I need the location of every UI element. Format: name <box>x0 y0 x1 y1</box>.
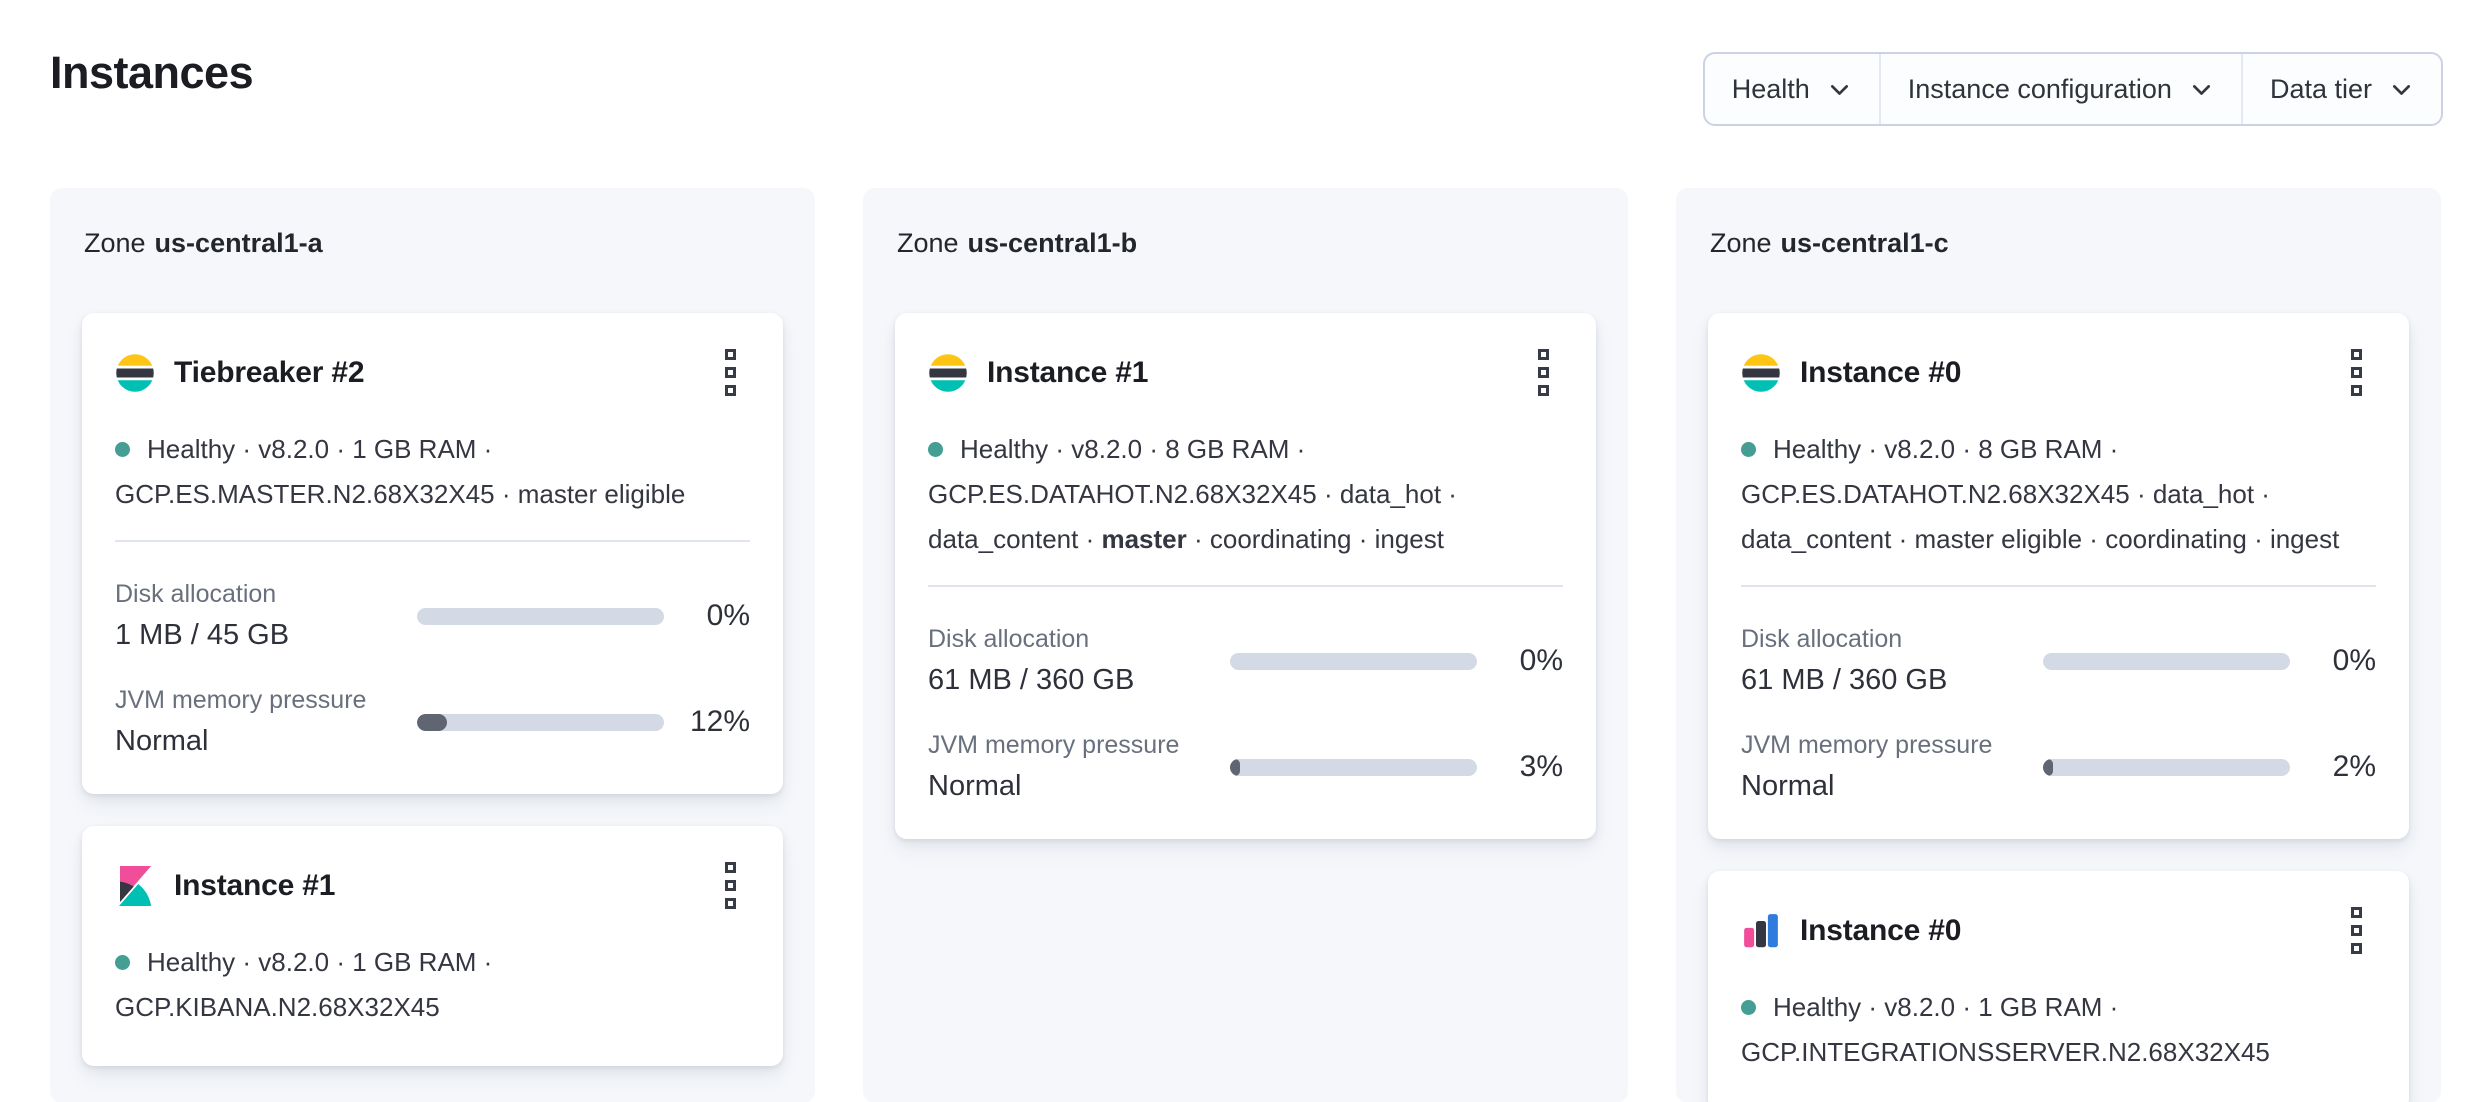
elasticsearch-logo-icon <box>928 353 968 393</box>
filter-health-button[interactable]: Health <box>1705 54 1879 124</box>
instance-actions-button[interactable] <box>2347 345 2366 400</box>
jvm-memory-pressure-bar <box>417 713 664 731</box>
chevron-down-icon <box>2392 84 2411 95</box>
zone-title: Zone us-central1-b <box>897 228 1596 259</box>
jvm-memory-pressure-bar <box>2043 758 2290 776</box>
metric-value: 61 MB / 360 GB <box>1741 664 1948 696</box>
page-title: Instances <box>50 47 254 98</box>
zone-name: us-central1-a <box>154 228 323 258</box>
divider <box>1741 585 2376 587</box>
disk-allocation-metric: Disk allocation 61 MB / 360 GB 0% <box>928 625 1563 697</box>
status-line: Healthy · v8.2.0 · 1 GB RAM · <box>147 434 493 464</box>
instance-actions-button[interactable] <box>721 858 740 913</box>
metric-label: Disk allocation <box>928 625 1090 653</box>
healthy-status-icon <box>1741 1000 1756 1015</box>
config-line: GCP.KIBANA.N2.68X32X45 <box>115 992 440 1022</box>
disk-allocation-metric: Disk allocation 61 MB / 360 GB 0% <box>1741 625 2376 697</box>
metric-value: Normal <box>928 770 1022 802</box>
status-line: Healthy · v8.2.0 · 1 GB RAM · <box>147 947 493 977</box>
zone-title: Zone us-central1-c <box>1710 228 2409 259</box>
metric-percent: 0% <box>2332 644 2376 677</box>
metric-percent: 12% <box>689 705 750 738</box>
instance-title: Tiebreaker #2 <box>174 355 365 389</box>
instance-title: Instance #0 <box>1800 355 1962 389</box>
roles-line: data_content · master eligible · coordin… <box>1741 524 2340 554</box>
jvm-memory-pressure-metric: JVM memory pressure Normal 12% <box>115 686 750 758</box>
elasticsearch-logo-icon <box>1741 353 1781 393</box>
healthy-status-icon <box>115 955 130 970</box>
elasticsearch-logo-icon <box>115 353 155 393</box>
disk-allocation-bar <box>417 607 664 625</box>
divider <box>115 540 750 542</box>
instance-title: Instance #1 <box>174 868 336 902</box>
page-header: Instances Health Instance configuration … <box>0 0 2490 126</box>
zones-row: Zone us-central1-a Tiebreaker #2 Healthy … <box>50 188 2441 1102</box>
roles-line: data_content · master · coordinating · i… <box>928 524 1444 554</box>
chevron-down-icon <box>2192 84 2210 95</box>
jvm-memory-pressure-metric: JVM memory pressure Normal 2% <box>1741 731 2376 803</box>
metric-label: Disk allocation <box>1741 625 1903 653</box>
filter-instance-configuration-button[interactable]: Instance configuration <box>1878 54 2241 124</box>
metric-percent: 2% <box>2332 750 2376 783</box>
zone-panel-us-central1-a: Zone us-central1-a Tiebreaker #2 Healthy … <box>50 188 815 1102</box>
healthy-status-icon <box>928 442 943 457</box>
instance-card-es-0: Instance #0 Healthy · v8.2.0 · 8 GB RAM … <box>1708 313 2409 839</box>
zone-panel-us-central1-b: Zone us-central1-b Instance #1 Healthy · … <box>863 188 1628 1102</box>
instance-card-es-1: Instance #1 Healthy · v8.2.0 · 8 GB RAM … <box>895 313 1596 839</box>
healthy-status-icon <box>115 442 130 457</box>
config-line: GCP.ES.DATAHOT.N2.68X32X45 · data_hot · <box>1741 479 2270 509</box>
disk-allocation-bar <box>1230 652 1477 670</box>
status-line: Healthy · v8.2.0 · 1 GB RAM · <box>1773 992 2119 1022</box>
instance-actions-button[interactable] <box>1534 345 1553 400</box>
integrations-server-logo-icon <box>1741 911 1781 951</box>
zone-name: us-central1-c <box>1780 228 1949 258</box>
metric-percent: 3% <box>1519 750 1563 783</box>
instance-card-kibana-1: Instance #1 Healthy · v8.2.0 · 1 GB RAM … <box>82 826 783 1066</box>
instance-title: Instance #0 <box>1800 913 1962 947</box>
config-line: GCP.ES.MASTER.N2.68X32X45 · master eligi… <box>115 479 686 509</box>
divider <box>928 585 1563 587</box>
metric-label: JVM memory pressure <box>115 686 367 714</box>
metric-value: Normal <box>115 725 209 757</box>
metric-label: JVM memory pressure <box>1741 731 1993 759</box>
filter-group: Health Instance configuration Data tier <box>1702 52 2443 126</box>
status-line: Healthy · v8.2.0 · 8 GB RAM · <box>1773 434 2119 464</box>
filter-data-tier-label: Data tier <box>2269 73 2372 104</box>
metric-value: 61 MB / 360 GB <box>928 664 1135 696</box>
zone-label: Zone <box>84 228 146 258</box>
instance-card-tiebreaker-2: Tiebreaker #2 Healthy · v8.2.0 · 1 GB RA… <box>82 313 783 794</box>
filter-instance-configuration-label: Instance configuration <box>1907 73 2172 104</box>
disk-allocation-metric: Disk allocation 1 MB / 45 GB 0% <box>115 580 750 652</box>
config-line: GCP.INTEGRATIONSSERVER.N2.68X32X45 <box>1741 1037 2270 1067</box>
config-line: GCP.ES.DATAHOT.N2.68X32X45 · data_hot · <box>928 479 1457 509</box>
healthy-status-icon <box>1741 442 1756 457</box>
zone-title: Zone us-central1-a <box>84 228 783 259</box>
filter-data-tier-button[interactable]: Data tier <box>2240 54 2441 124</box>
jvm-memory-pressure-metric: JVM memory pressure Normal 3% <box>928 731 1563 803</box>
metric-label: Disk allocation <box>115 580 277 608</box>
metric-value: 1 MB / 45 GB <box>115 619 290 651</box>
instance-card-integrations-0: Instance #0 Healthy · v8.2.0 · 1 GB RAM … <box>1708 871 2409 1102</box>
status-line: Healthy · v8.2.0 · 8 GB RAM · <box>960 434 1306 464</box>
metric-value: Normal <box>1741 770 1835 802</box>
instance-title: Instance #1 <box>987 355 1149 389</box>
instance-actions-button[interactable] <box>721 345 740 400</box>
instance-actions-button[interactable] <box>2347 903 2366 958</box>
filter-health-label: Health <box>1731 73 1810 104</box>
zone-panel-us-central1-c: Zone us-central1-c Instance #0 Healthy · … <box>1676 188 2441 1102</box>
metric-label: JVM memory pressure <box>928 731 1180 759</box>
zone-name: us-central1-b <box>967 228 1138 258</box>
zone-label: Zone <box>897 228 959 258</box>
chevron-down-icon <box>1830 84 1848 95</box>
jvm-memory-pressure-bar <box>1230 758 1477 776</box>
metric-percent: 0% <box>706 599 750 632</box>
kibana-logo-icon <box>115 865 155 906</box>
disk-allocation-bar <box>2043 652 2290 670</box>
zone-label: Zone <box>1710 228 1772 258</box>
metric-percent: 0% <box>1519 644 1563 677</box>
